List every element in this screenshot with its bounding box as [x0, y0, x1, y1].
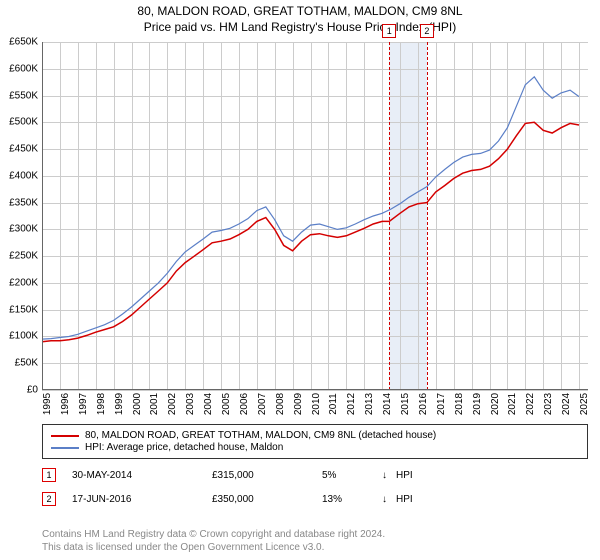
chart-title: 80, MALDON ROAD, GREAT TOTHAM, MALDON, C… — [0, 4, 600, 18]
x-axis-tick-label: 2000 — [132, 393, 143, 415]
x-axis-tick-label: 2005 — [221, 393, 232, 415]
x-axis-tick-label: 2003 — [185, 393, 196, 415]
chart-title-block: 80, MALDON ROAD, GREAT TOTHAM, MALDON, C… — [0, 0, 600, 34]
x-axis-tick-label: 2008 — [275, 393, 286, 415]
y-axis-line — [42, 42, 43, 390]
y-axis-tick-label: £500K — [9, 117, 38, 128]
x-axis-tick-label: 2023 — [543, 393, 554, 415]
x-axis-tick-label: 1998 — [96, 393, 107, 415]
sale-date: 17-JUN-2016 — [72, 494, 212, 505]
series-line-hpi — [42, 77, 579, 339]
x-axis-tick-label: 2009 — [293, 393, 304, 415]
x-axis-tick-label: 2020 — [490, 393, 501, 415]
y-axis-tick-label: £300K — [9, 224, 38, 235]
x-axis-tick-label: 2016 — [418, 393, 429, 415]
sale-ref: HPI — [396, 470, 413, 481]
sale-ref: HPI — [396, 494, 413, 505]
x-axis-tick-label: 2018 — [454, 393, 465, 415]
x-axis-tick-label: 2007 — [257, 393, 268, 415]
x-axis-tick-label: 1996 — [60, 393, 71, 415]
y-axis-tick-label: £400K — [9, 170, 38, 181]
y-axis-tick-label: £550K — [9, 90, 38, 101]
y-axis-tick-label: £100K — [9, 331, 38, 342]
x-axis-tick-label: 2001 — [149, 393, 160, 415]
series-line-property — [42, 122, 579, 341]
y-axis-tick-label: £50K — [15, 358, 38, 369]
legend-label: HPI: Average price, detached house, Mald… — [85, 442, 283, 453]
sale-pct: 5% — [322, 470, 382, 481]
sale-price: £315,000 — [212, 470, 322, 481]
x-axis-tick-label: 2011 — [328, 393, 339, 415]
sale-record-row: 2 17-JUN-2016 £350,000 13% ↓ HPI — [42, 492, 413, 506]
x-axis-tick-label: 2021 — [507, 393, 518, 415]
attribution-text: Contains HM Land Registry data © Crown c… — [42, 529, 385, 554]
x-axis-tick-label: 2025 — [579, 393, 590, 415]
y-axis-tick-label: £200K — [9, 277, 38, 288]
x-axis-tick-label: 2015 — [400, 393, 411, 415]
sale-record-row: 1 30-MAY-2014 £315,000 5% ↓ HPI — [42, 468, 413, 482]
y-axis-tick-label: £150K — [9, 304, 38, 315]
sale-date: 30-MAY-2014 — [72, 470, 212, 481]
x-axis-tick-label: 2012 — [346, 393, 357, 415]
x-axis-tick-label: 1995 — [42, 393, 53, 415]
x-axis-tick-label: 2002 — [167, 393, 178, 415]
x-axis-tick-label: 2022 — [525, 393, 536, 415]
x-axis-tick-label: 2013 — [364, 393, 375, 415]
legend-swatch — [51, 435, 79, 437]
x-axis-tick-label: 1999 — [114, 393, 125, 415]
sale-pct: 13% — [322, 494, 382, 505]
x-axis-tick-label: 1997 — [78, 393, 89, 415]
sale-marker-box: 1 — [42, 468, 56, 482]
sale-price: £350,000 — [212, 494, 322, 505]
chart-lines-svg — [42, 42, 588, 390]
x-axis-line — [42, 389, 588, 390]
x-axis-tick-label: 2006 — [239, 393, 250, 415]
legend-label: 80, MALDON ROAD, GREAT TOTHAM, MALDON, C… — [85, 430, 436, 441]
y-axis-tick-label: £350K — [9, 197, 38, 208]
legend-swatch — [51, 447, 79, 449]
x-axis-tick-label: 2014 — [382, 393, 393, 415]
chart-plot-area: £0£50K£100K£150K£200K£250K£300K£350K£400… — [42, 42, 588, 390]
x-axis-tick-label: 2019 — [472, 393, 483, 415]
chart-legend: 80, MALDON ROAD, GREAT TOTHAM, MALDON, C… — [42, 424, 588, 459]
event-marker-box: 2 — [420, 24, 434, 38]
y-axis-tick-label: £0 — [27, 385, 38, 396]
y-axis-tick-label: £650K — [9, 37, 38, 48]
x-axis-tick-label: 2024 — [561, 393, 572, 415]
legend-item: 80, MALDON ROAD, GREAT TOTHAM, MALDON, C… — [51, 430, 579, 441]
attribution-line: Contains HM Land Registry data © Crown c… — [42, 529, 385, 542]
y-axis-tick-label: £450K — [9, 144, 38, 155]
y-axis-tick-label: £250K — [9, 251, 38, 262]
grid-line-horizontal — [42, 390, 588, 391]
y-axis-tick-label: £600K — [9, 63, 38, 74]
down-arrow-icon: ↓ — [382, 470, 396, 481]
event-marker-box: 1 — [382, 24, 396, 38]
down-arrow-icon: ↓ — [382, 494, 396, 505]
attribution-line: This data is licensed under the Open Gov… — [42, 542, 385, 555]
x-axis-tick-label: 2004 — [203, 393, 214, 415]
sale-marker-box: 2 — [42, 492, 56, 506]
legend-item: HPI: Average price, detached house, Mald… — [51, 442, 579, 453]
x-axis-tick-label: 2017 — [436, 393, 447, 415]
chart-subtitle: Price paid vs. HM Land Registry's House … — [0, 20, 600, 34]
x-axis-tick-label: 2010 — [311, 393, 322, 415]
